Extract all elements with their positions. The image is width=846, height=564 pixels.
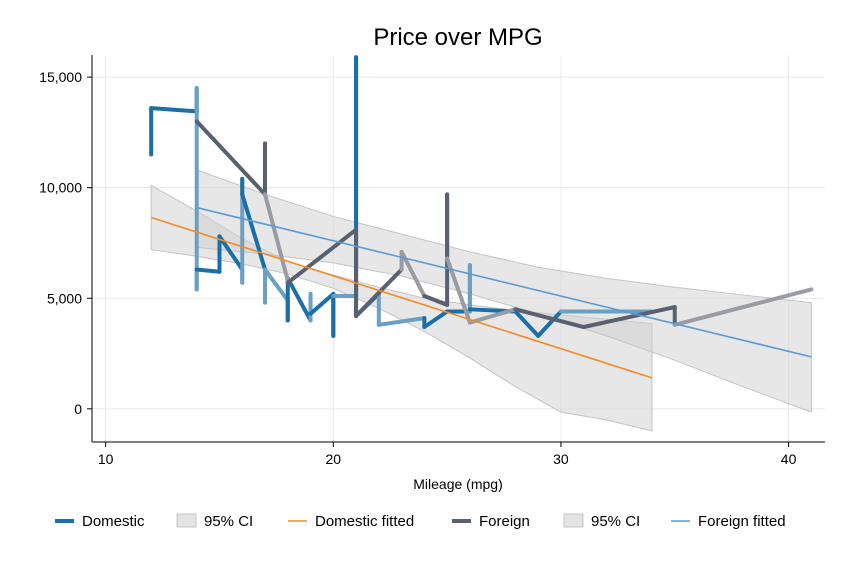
x-tick-label: 40: [781, 451, 797, 467]
legend-key-foreign-95%-ci: [563, 513, 584, 528]
foreign-segment: [354, 267, 404, 318]
foreign-fitted-line: [196, 206, 812, 358]
domestic-segment: [513, 309, 541, 338]
foreign-segment: [581, 305, 677, 330]
y-tick-label: 10,000: [39, 180, 82, 196]
domestic-segment: [263, 267, 290, 303]
legend-label-domestic: Domestic: [82, 513, 145, 530]
domestic-segment: [376, 316, 427, 327]
domestic-segment: [240, 192, 268, 272]
x-tick-label: 10: [98, 451, 114, 467]
tick-labels: 10 20 30 40 0 5,000 10,000 15,000: [39, 69, 796, 467]
legend-label-foreign-fitted: Foreign fitted: [698, 513, 786, 530]
series-lines: [149, 55, 814, 379]
domestic-segment: [422, 309, 450, 330]
chart-title: Price over MPG: [373, 24, 542, 51]
foreign-segment: [399, 249, 427, 299]
foreign-segment: [513, 307, 586, 330]
domestic-segment: [194, 267, 222, 274]
domestic-segment: [149, 106, 199, 114]
foreign-segment: [672, 287, 814, 327]
y-tick-label: 15,000: [39, 69, 82, 85]
foreign-segment: [467, 307, 518, 325]
legend-label-domestic-fitted: Domestic fitted: [315, 513, 414, 530]
domestic-segment: [536, 309, 563, 338]
domestic-fitted-line: [150, 216, 653, 379]
domestic-segment: [217, 234, 245, 272]
x-tick-label: 20: [326, 451, 342, 467]
legend: Domestic 95% CI Domestic fitted Foreign 95% …: [55, 513, 786, 530]
y-tick-label: 0: [74, 401, 82, 417]
domestic-segment: [285, 276, 313, 323]
legend-key-domestic-95%-ci: [176, 513, 197, 528]
foreign-segment: [422, 294, 450, 307]
foreign-segment: [194, 119, 268, 197]
x-tick-label: 30: [553, 451, 569, 467]
y-tick-label: 5,000: [47, 290, 82, 306]
legend-label-domestic-95%-ci: 95% CI: [204, 513, 253, 530]
x-axis-label: Mileage (mpg): [413, 476, 502, 492]
domestic-segment: [308, 291, 336, 316]
axes: [87, 55, 825, 447]
foreign-segment: [285, 227, 359, 285]
legend-label-foreign-95%-ci: 95% CI: [591, 513, 640, 530]
foreign-segment: [263, 192, 290, 283]
legend-label-foreign: Foreign: [479, 513, 530, 530]
